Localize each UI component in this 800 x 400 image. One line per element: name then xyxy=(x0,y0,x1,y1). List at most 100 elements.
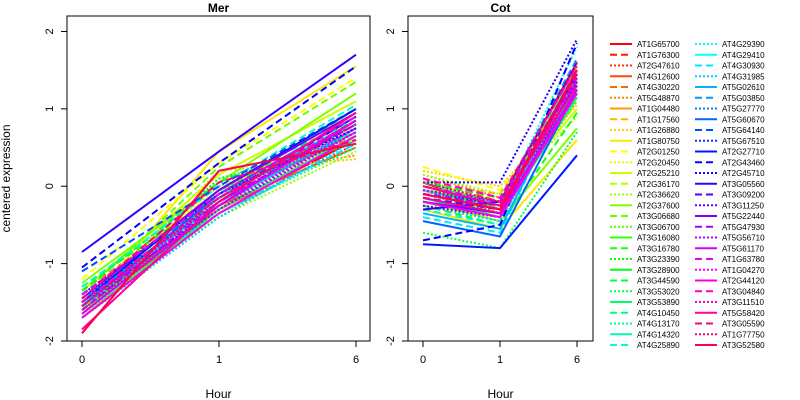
legend-entry: AT2G45710 xyxy=(695,169,765,178)
x-tick-label-cot-1: 1 xyxy=(497,354,503,366)
series-line-at4g13170-mer xyxy=(81,146,357,315)
legend-entry: AT4G29390 xyxy=(695,40,765,49)
legend-entry: AT3G06700 xyxy=(610,223,680,232)
series-line-at5g58420-cot xyxy=(422,85,578,207)
legend-label: AT5G47930 xyxy=(722,223,765,232)
legend-label: AT5G27770 xyxy=(722,105,765,114)
legend-entry: AT1G04270 xyxy=(695,266,765,275)
legend-entry: AT3G53020 xyxy=(610,287,680,296)
legend-entry: AT5G47930 xyxy=(695,223,765,232)
legend-entry: AT5G22440 xyxy=(695,212,765,221)
legend-label: AT4G29390 xyxy=(722,40,765,49)
series-line-at2g44120-cot xyxy=(422,92,578,219)
legend-entry: AT5G03850 xyxy=(695,94,765,103)
series-line-at3g11510-cot xyxy=(422,77,578,211)
x-tick-label-cot-6: 6 xyxy=(574,354,580,366)
legend-entry: AT5G67510 xyxy=(695,137,765,146)
legend-entry: AT5G48870 xyxy=(610,94,680,103)
legend-label: AT3G52580 xyxy=(722,341,765,350)
legend-label: AT5G02610 xyxy=(722,83,765,92)
legend-entry: AT3G11250 xyxy=(695,201,765,210)
series-line-at4g30930-cot xyxy=(422,73,578,234)
legend-entry: AT3G44590 xyxy=(610,277,680,286)
legend-label: AT5G61170 xyxy=(722,244,765,253)
legend-entry: AT4G30220 xyxy=(610,83,680,92)
legend-entry: AT2G36620 xyxy=(610,191,680,200)
legend-entry: AT3G09200 xyxy=(695,191,765,200)
x-tick-label-mer-1: 1 xyxy=(216,354,222,366)
legend-entry: AT1G65700 xyxy=(610,40,680,49)
legend-label: AT1G80750 xyxy=(637,137,680,146)
series-line-at5g58420-mer xyxy=(81,111,357,331)
legend-entry: AT4G10450 xyxy=(610,309,680,318)
series-line-at1g63780-mer xyxy=(81,115,357,296)
legend-entry: AT4G29410 xyxy=(695,51,765,60)
legend-label: AT3G53020 xyxy=(637,287,680,296)
legend-label: AT1G04480 xyxy=(637,105,680,114)
series-line-at2g37600-cot xyxy=(422,127,578,223)
legend-label: AT4G12600 xyxy=(637,72,680,81)
legend-label: AT2G45710 xyxy=(722,169,765,178)
legend-entry: AT4G31985 xyxy=(695,72,765,81)
y-tick-label-mer-0: 0 xyxy=(44,183,56,189)
legend-entry: AT2G43460 xyxy=(695,158,765,167)
legend-label: AT2G27710 xyxy=(722,148,765,157)
series-line-at5g64140-mer xyxy=(81,108,357,273)
legend-entry: AT5G64140 xyxy=(695,126,765,135)
legend-label: AT5G48870 xyxy=(637,94,680,103)
legend-entry: AT3G16780 xyxy=(610,244,680,253)
series-line-at4g31985-mer xyxy=(81,138,357,319)
series-line-at5g56710-mer xyxy=(81,131,357,304)
y-tick-label-mer--1: -1 xyxy=(44,259,56,269)
legend-label: AT4G30220 xyxy=(637,83,680,92)
legend-label: AT2G37600 xyxy=(637,201,680,210)
panel-title-cot: Cot xyxy=(491,1,511,15)
legend-label: AT3G06680 xyxy=(637,212,680,221)
legend-label: AT5G67510 xyxy=(722,137,765,146)
legend-label: AT2G44120 xyxy=(722,277,765,286)
legend-label: AT3G28900 xyxy=(637,266,680,275)
legend-entry: AT2G37600 xyxy=(610,201,680,210)
legend-entry: AT2G36170 xyxy=(610,180,680,189)
legend-label: AT3G44590 xyxy=(637,277,680,286)
legend-entry: AT1G04480 xyxy=(610,105,680,114)
legend-entry: AT3G52580 xyxy=(695,341,765,350)
plot-area: Mer 0 1 6 -2 -1 0 1 2 Hour Cot 0 1 6 -2 -1 0 1 2 Hour center… xyxy=(0,1,594,400)
legend-entry: AT4G14320 xyxy=(610,330,680,339)
legend-label: AT2G43460 xyxy=(722,158,765,167)
legend-entry: AT5G02610 xyxy=(695,83,765,92)
legend-entry: AT1G77750 xyxy=(695,330,765,339)
legend-label: AT2G25210 xyxy=(637,169,680,178)
legend-label: AT3G11250 xyxy=(722,201,765,210)
legend-entry: AT3G53890 xyxy=(610,298,680,307)
legend-label: AT4G13170 xyxy=(637,320,680,329)
x-axis-label-mer: Hour xyxy=(205,387,231,400)
series-line-at3g52580-cot xyxy=(422,69,578,211)
legend-entry: AT1G63780 xyxy=(695,255,765,264)
legend-entry: AT3G28900 xyxy=(610,266,680,275)
legend-entry: AT2G44120 xyxy=(695,277,765,286)
series-line-at2g44120-mer xyxy=(81,135,357,319)
legend-label: AT4G14320 xyxy=(637,330,680,339)
legend-entry: AT3G06680 xyxy=(610,212,680,221)
legend-label: AT5G58420 xyxy=(722,309,765,318)
legend-entry: AT5G61170 xyxy=(695,244,765,253)
legend-label: AT3G53890 xyxy=(637,298,680,307)
legend-label: AT3G11510 xyxy=(722,298,765,307)
series-line-at2g45710-cot xyxy=(423,38,578,184)
legend-label: AT5G64140 xyxy=(722,126,765,135)
legend-label: AT2G36620 xyxy=(637,191,680,200)
legend-label: AT5G60670 xyxy=(722,115,765,124)
legend-entry: AT2G27710 xyxy=(695,148,765,157)
series-line-at5g60670-cot xyxy=(422,89,578,238)
legend-label: AT4G29410 xyxy=(722,51,765,60)
legend-label: AT2G20450 xyxy=(637,158,680,167)
panel-title-mer: Mer xyxy=(208,1,230,15)
legend-label: AT4G30930 xyxy=(722,62,765,71)
legend-entry: AT3G05590 xyxy=(695,320,765,329)
legend-label: AT5G22440 xyxy=(722,212,765,221)
legend-label: AT1G26880 xyxy=(637,126,680,135)
y-axis-label: centered expression xyxy=(0,124,13,232)
y-tick-label-cot--2: -2 xyxy=(385,336,397,346)
